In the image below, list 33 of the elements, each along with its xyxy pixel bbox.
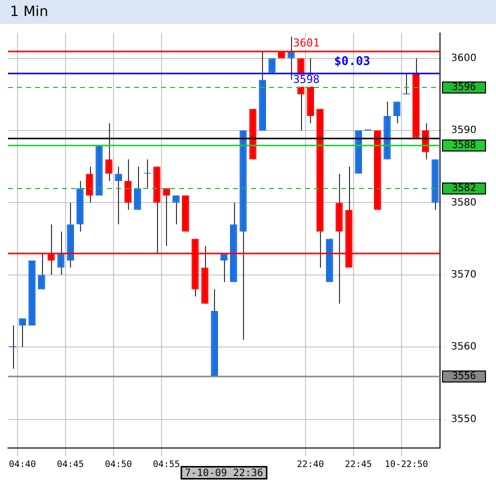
x-tick-label: 04:50 <box>104 460 132 470</box>
y-tick-label: 3570 <box>451 269 476 280</box>
candlestick <box>18 318 26 348</box>
annotation: 3598 <box>293 73 320 86</box>
candlestick <box>105 122 112 182</box>
ref-line-label: 3596 <box>452 82 476 94</box>
candlestick <box>172 194 180 225</box>
y-tick-label: 3590 <box>451 125 476 136</box>
x-tick-label: 22:45 <box>344 460 372 470</box>
annotation: $0.03 <box>334 54 370 68</box>
x-tick-label: 04:55 <box>152 460 180 470</box>
candlestick <box>162 188 170 247</box>
candlestick <box>38 252 46 290</box>
y-tick-label: 3560 <box>451 342 476 353</box>
y-tick-label: 3550 <box>451 414 476 425</box>
ref-line-label: 3556 <box>452 371 476 382</box>
y-tick-label: 3580 <box>451 197 476 208</box>
annotation: 3601 <box>293 36 320 50</box>
x-tick-label: 04:45 <box>56 460 84 470</box>
candlestick <box>86 166 94 204</box>
candlestick <box>114 166 122 225</box>
candlestick <box>393 101 400 124</box>
x-tick-label: 04:40 <box>8 460 36 470</box>
candlestick <box>57 231 64 276</box>
ref-line-label: 3588 <box>452 140 476 152</box>
candlestick <box>124 158 132 210</box>
chart-title: 1 Min <box>0 0 496 24</box>
y-tick-label: 3600 <box>451 52 476 64</box>
x-tick-label: 22:40 <box>296 460 324 470</box>
ref-line-label: 3582 <box>452 183 476 194</box>
text: 7-10-09 22:36 <box>184 468 264 479</box>
x-tick-label: 10-22:50 <box>384 460 428 470</box>
candlestick <box>134 166 142 210</box>
